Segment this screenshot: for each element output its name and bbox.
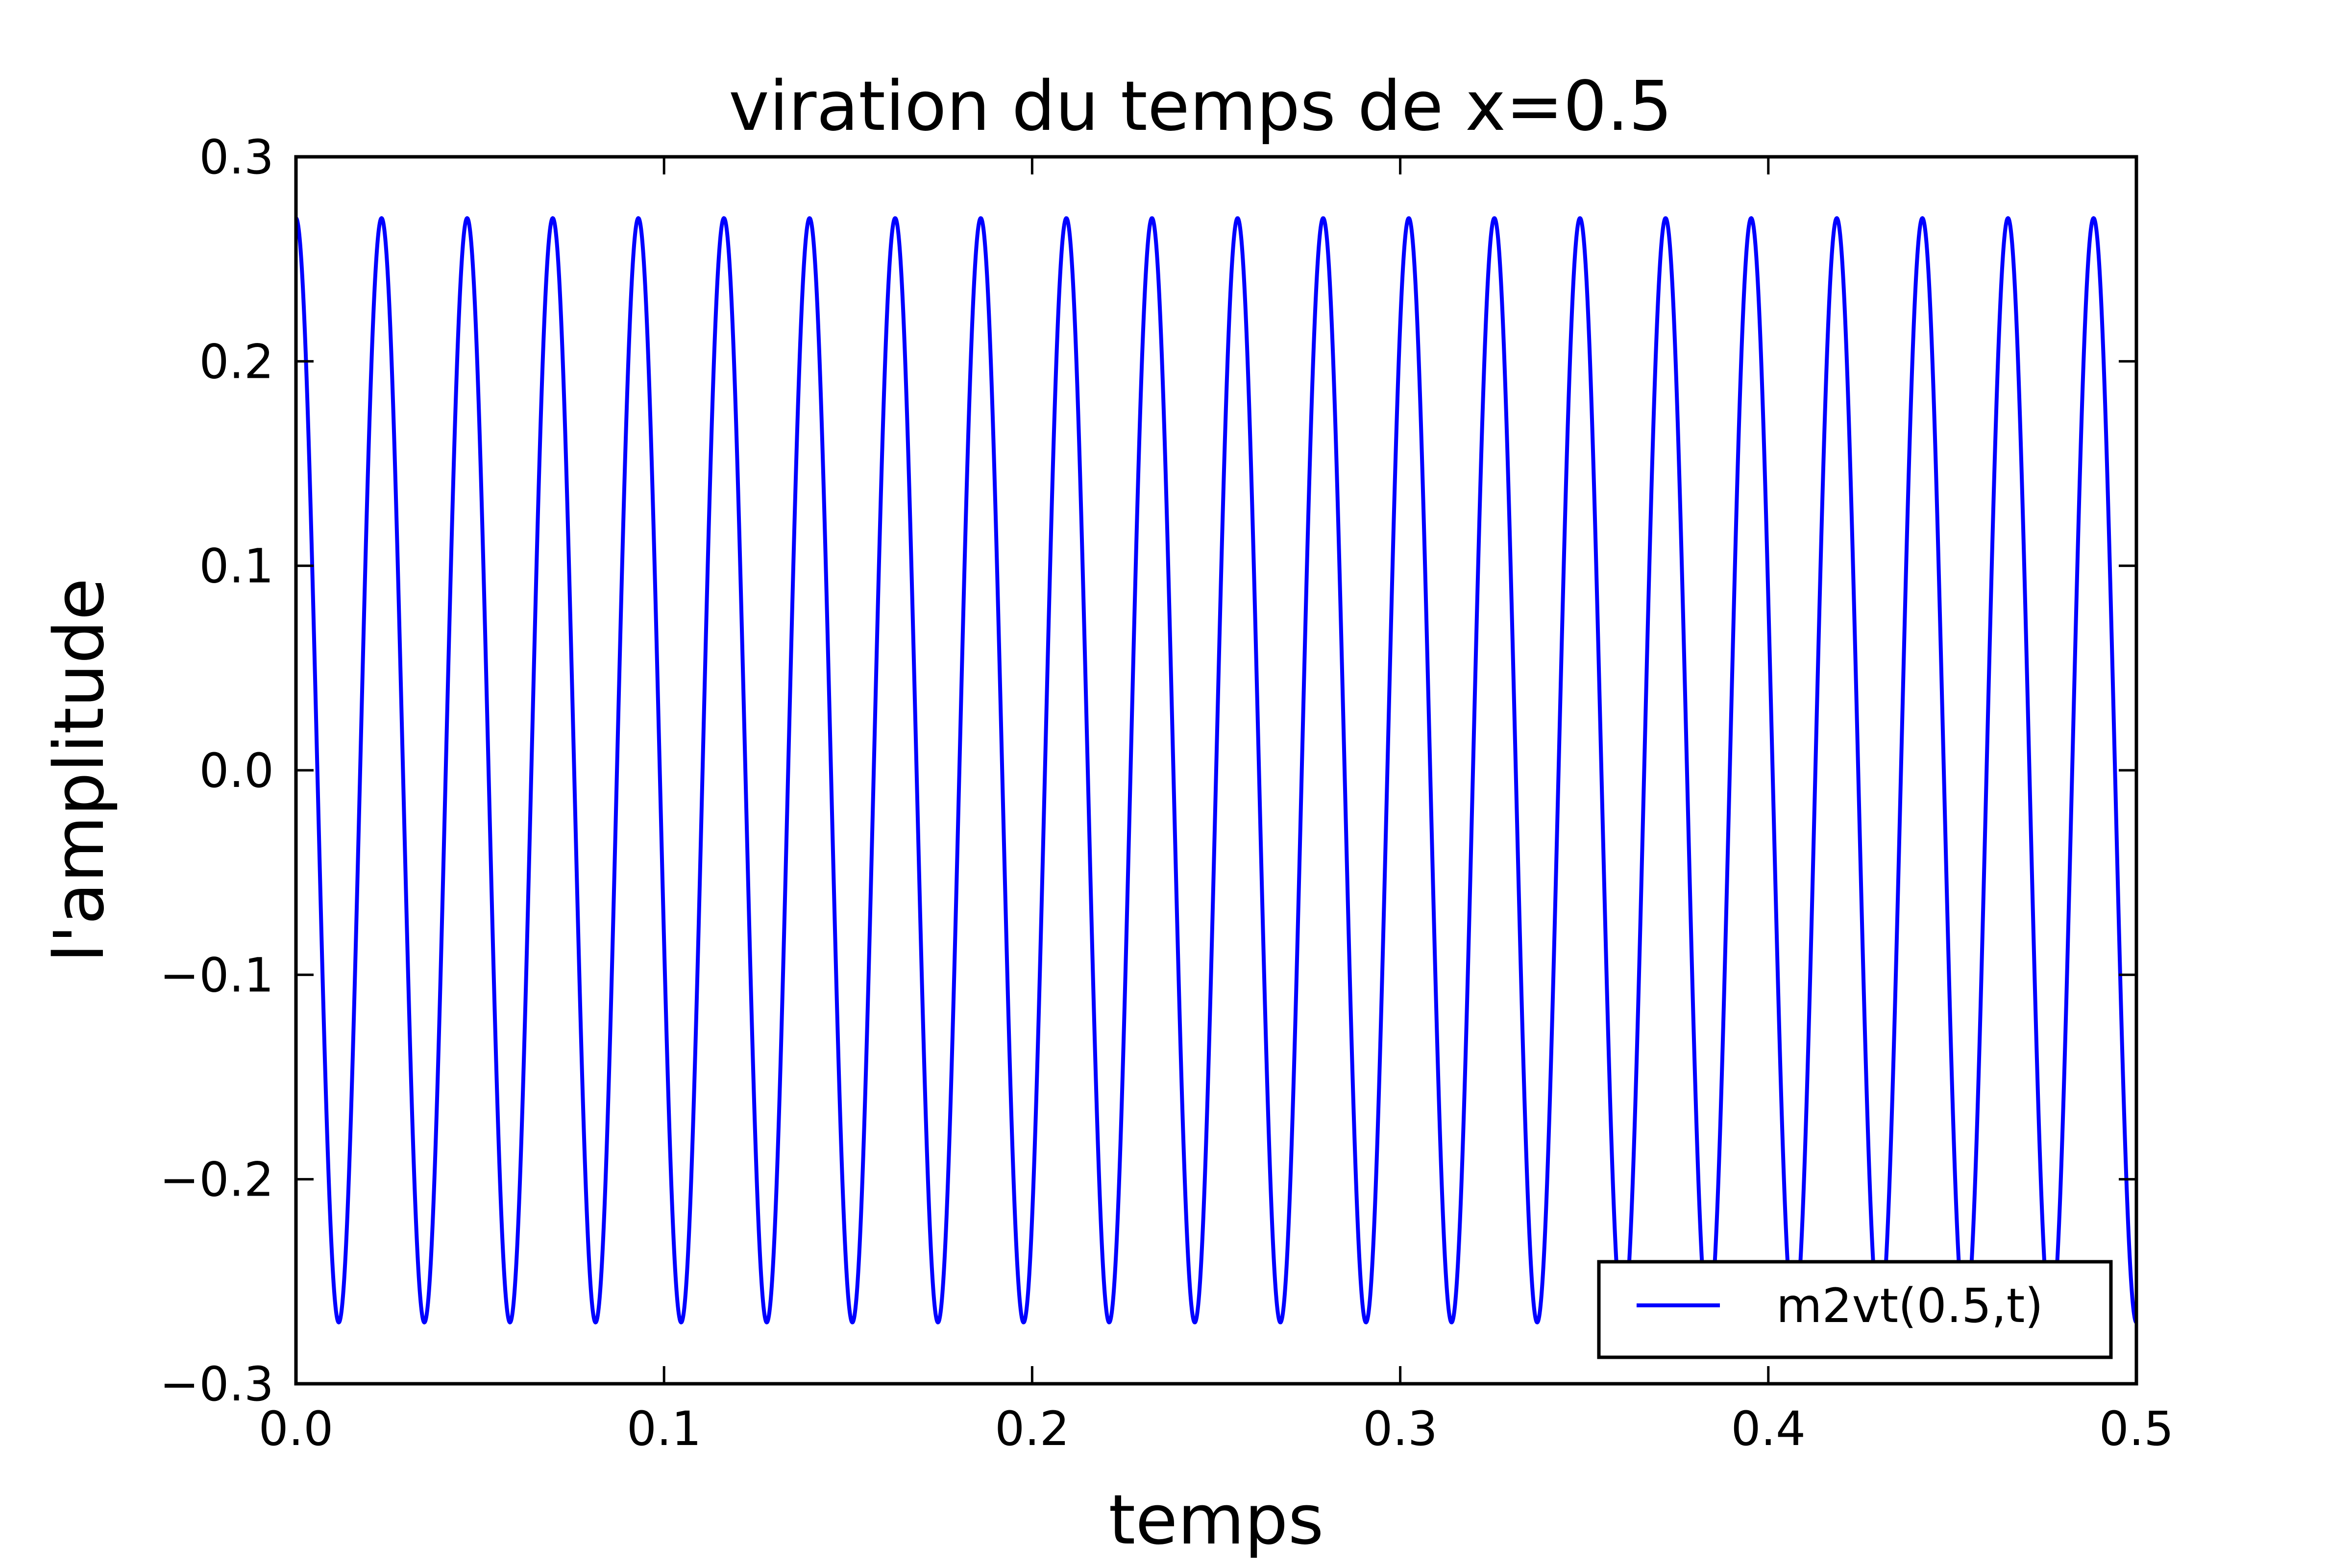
legend-box [1597,1260,2113,1359]
x-tick-label: 0.5 [2099,1401,2174,1456]
x-tick-label: 0.1 [627,1401,702,1456]
x-axis: 0.0 0.1 0.2 0.3 0.4 0.5 [259,157,2174,1456]
y-tick-label: 0.1 [199,539,274,594]
y-tick-label: 0.3 [199,130,274,185]
y-tick-label: −0.2 [160,1152,274,1207]
y-tick-label: 0.2 [199,334,274,389]
chart-title: viration du temps de x=0.5 [729,67,1672,147]
legend-label: m2vt(0.5,t) [1776,1278,2043,1333]
x-tick-label: 0.4 [1731,1401,1806,1456]
x-tick-label: 0.2 [995,1401,1070,1456]
series-line [296,216,2136,1324]
y-tick-label: −0.1 [160,948,274,1003]
y-tick-label: −0.3 [160,1357,274,1412]
y-axis: −0.3 −0.2 −0.1 0.0 0.1 0.2 0.3 [160,130,2136,1412]
x-tick-label: 0.3 [1363,1401,1438,1456]
y-tick-label: 0.0 [199,743,274,798]
y-axis-label: l'amplitude [40,578,120,963]
legend: m2vt(0.5,t) [1597,1260,2113,1359]
x-axis-label: temps [1108,1480,1323,1560]
x-tick-label: 0.0 [259,1401,334,1456]
